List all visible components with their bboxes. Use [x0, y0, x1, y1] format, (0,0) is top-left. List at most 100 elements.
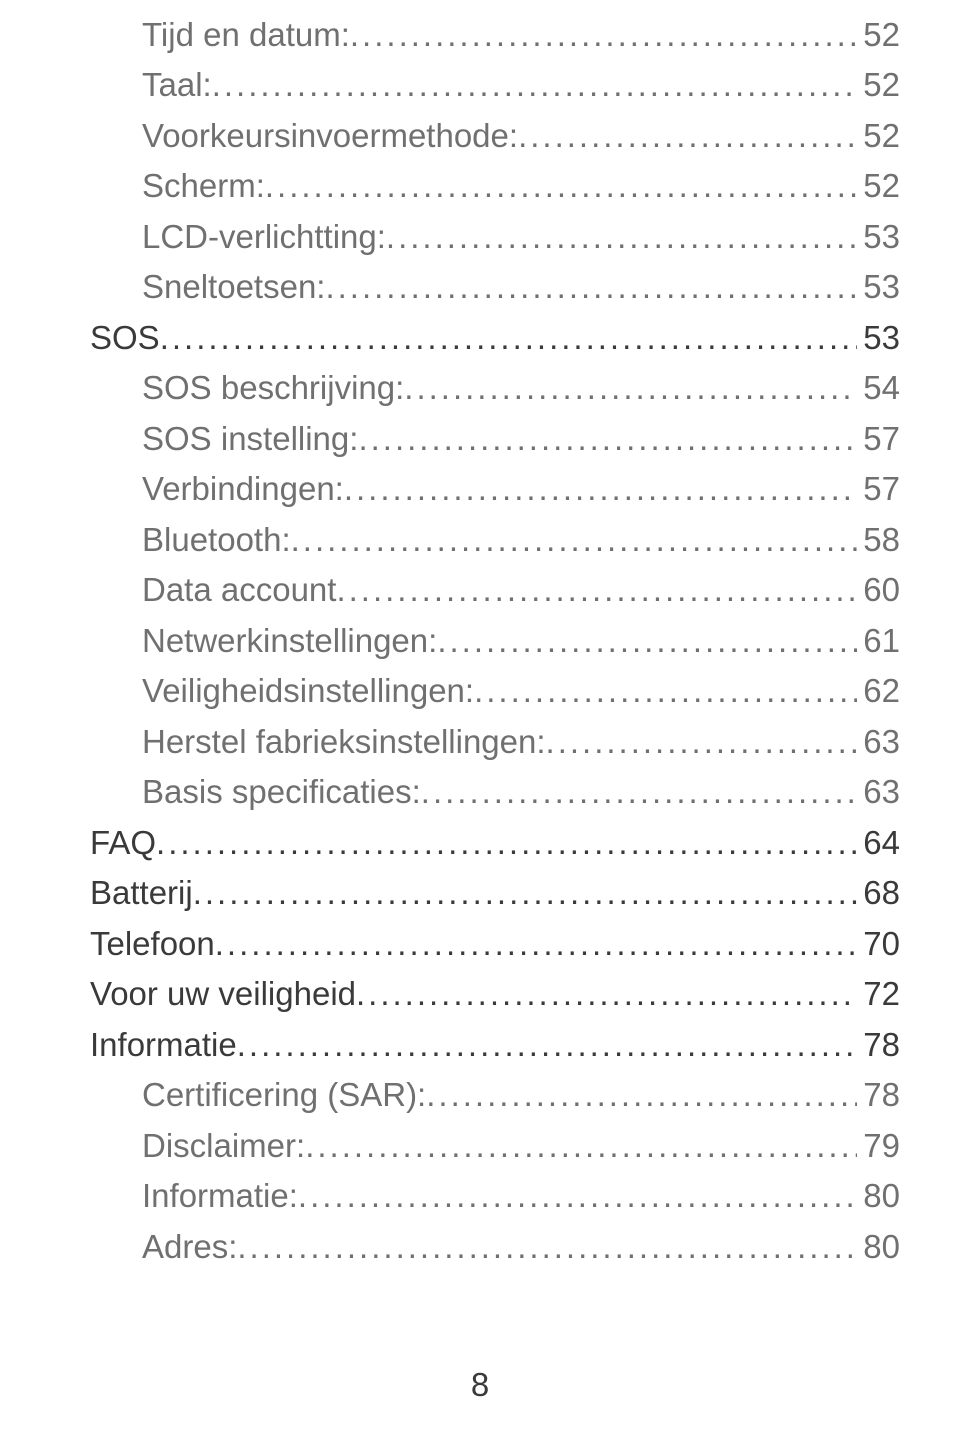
toc-entry-label: Informatie	[90, 1020, 237, 1070]
toc-entry-leader-dots	[237, 1222, 857, 1272]
toc-entry-page: 57	[857, 464, 900, 514]
toc-entry-leader-dots	[386, 212, 857, 262]
toc-entry: Basis specificaties: 63	[90, 767, 900, 817]
toc-entry-leader-dots	[156, 818, 857, 868]
toc-entry-label: Sneltoetsen:	[142, 262, 325, 312]
toc-entry-label: SOS	[90, 313, 160, 363]
toc-entry-label: Scherm:	[142, 161, 265, 211]
toc-entry-leader-dots	[160, 313, 858, 363]
toc-entry-leader-dots	[215, 919, 858, 969]
toc-entry-page: 61	[857, 616, 900, 666]
toc-entry-leader-dots	[265, 161, 857, 211]
toc-entry-label: Verbindingen:	[142, 464, 344, 514]
toc-entry: Informatie 78	[90, 1020, 900, 1070]
toc-entry: FAQ 64	[90, 818, 900, 868]
toc-entry: SOS beschrijving: 54	[90, 363, 900, 413]
toc-entry-leader-dots	[344, 464, 857, 514]
toc-entry-leader-dots	[291, 515, 858, 565]
toc-entry-label: Taal:	[142, 60, 212, 110]
toc-entry-leader-dots	[305, 1121, 857, 1171]
toc-entry: SOS instelling: 57	[90, 414, 900, 464]
toc-entry: LCD-verlichtting: 53	[90, 212, 900, 262]
toc-entry: Tijd en datum: 52	[90, 10, 900, 60]
toc-entry: Veiligheidsinstellingen: 62	[90, 666, 900, 716]
toc-entry: Informatie: 80	[90, 1171, 900, 1221]
toc-entry-label: FAQ	[90, 818, 156, 868]
toc-entry: Taal: 52	[90, 60, 900, 110]
toc-entry: Certificering (SAR): 78	[90, 1070, 900, 1120]
toc-entry: Sneltoetsen: 53	[90, 262, 900, 312]
toc-entry: Verbindingen: 57	[90, 464, 900, 514]
page-number: 8	[0, 1366, 960, 1404]
toc-entry-label: LCD-verlichtting:	[142, 212, 386, 262]
toc-entry-page: 52	[857, 10, 900, 60]
toc-entry-label: Data account	[142, 565, 336, 615]
toc-entry-label: Bluetooth:	[142, 515, 291, 565]
toc-entry-label: SOS beschrijving:	[142, 363, 404, 413]
toc-entry: Voorkeursinvoermethode: 52	[90, 111, 900, 161]
toc-entry-leader-dots	[437, 616, 857, 666]
toc-entry-page: 68	[857, 868, 900, 918]
toc-entry: Bluetooth: 58	[90, 515, 900, 565]
toc-entry-label: Voor uw veiligheid	[90, 969, 356, 1019]
toc-entry-page: 70	[857, 919, 900, 969]
toc-entry-page: 62	[857, 666, 900, 716]
toc-entry-page: 63	[857, 717, 900, 767]
toc-entry-label: Voorkeursinvoermethode:	[142, 111, 518, 161]
toc-entry: Scherm: 52	[90, 161, 900, 211]
toc-entry-leader-dots	[336, 565, 857, 615]
toc-entry-leader-dots	[237, 1020, 858, 1070]
toc-entry-leader-dots	[350, 10, 857, 60]
toc-entry-label: Disclaimer:	[142, 1121, 305, 1171]
toc-entry-label: Basis specificaties:	[142, 767, 421, 817]
toc-entry-leader-dots	[356, 969, 857, 1019]
toc-entry-page: 53	[857, 262, 900, 312]
toc-entry-page: 53	[857, 313, 900, 363]
toc-entry-label: Veiligheidsinstellingen:	[142, 666, 474, 716]
toc-entry: Data account60	[90, 565, 900, 615]
toc-entry-page: 52	[857, 161, 900, 211]
toc-entry-label: Netwerkinstellingen:	[142, 616, 437, 666]
toc-entry-page: 78	[857, 1070, 900, 1120]
toc-entry-leader-dots	[404, 363, 857, 413]
toc-entry-page: 78	[857, 1020, 900, 1070]
toc-entry-leader-dots	[474, 666, 857, 716]
toc-entry: Telefoon 70	[90, 919, 900, 969]
toc-entry-page: 58	[857, 515, 900, 565]
toc-entry: Voor uw veiligheid 72	[90, 969, 900, 1019]
toc-entry-leader-dots	[212, 60, 858, 110]
toc-entry-page: 72	[857, 969, 900, 1019]
toc-entry-label: Batterij	[90, 868, 193, 918]
toc-entry-label: Tijd en datum:	[142, 10, 350, 60]
toc-entry-page: 63	[857, 767, 900, 817]
toc-entry-label: SOS instelling:	[142, 414, 358, 464]
toc-entry-leader-dots	[518, 111, 857, 161]
toc-entry-leader-dots	[325, 262, 857, 312]
toc-entry-label: Telefoon	[90, 919, 215, 969]
toc-entry: Disclaimer: 79	[90, 1121, 900, 1171]
toc-entry-leader-dots	[546, 717, 858, 767]
table-of-contents: Tijd en datum:52Taal:52Voorkeursinvoerme…	[90, 10, 900, 1272]
toc-entry: Batterij 68	[90, 868, 900, 918]
toc-entry-page: 64	[857, 818, 900, 868]
toc-entry: Adres: 80	[90, 1222, 900, 1272]
toc-entry-page: 79	[857, 1121, 900, 1171]
toc-entry-page: 52	[857, 60, 900, 110]
toc-entry: Netwerkinstellingen: 61	[90, 616, 900, 666]
toc-entry-label: Certificering (SAR):	[142, 1070, 426, 1120]
toc-entry-page: 80	[857, 1222, 900, 1272]
toc-entry: Herstel fabrieksinstellingen: 63	[90, 717, 900, 767]
toc-entry-leader-dots	[298, 1171, 857, 1221]
toc-entry-page: 52	[857, 111, 900, 161]
toc-entry-leader-dots	[193, 868, 858, 918]
toc-entry-page: 80	[857, 1171, 900, 1221]
toc-entry-leader-dots	[426, 1070, 857, 1120]
toc-entry-page: 53	[857, 212, 900, 262]
toc-entry-page: 57	[857, 414, 900, 464]
toc-entry-label: Informatie:	[142, 1171, 298, 1221]
toc-entry-page: 54	[857, 363, 900, 413]
toc-entry: SOS 53	[90, 313, 900, 363]
toc-entry-label: Herstel fabrieksinstellingen:	[142, 717, 546, 767]
toc-entry-label: Adres:	[142, 1222, 237, 1272]
toc-entry-leader-dots	[358, 414, 857, 464]
